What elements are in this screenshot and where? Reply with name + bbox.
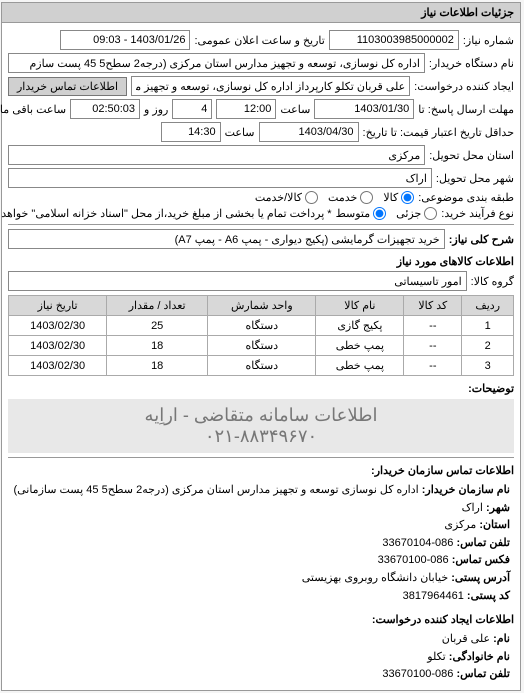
tel2-label: تلفن تماس: — [457, 668, 511, 680]
table-cell: دستگاه — [209, 356, 317, 376]
need-number-label: شماره نیاز: — [464, 34, 515, 47]
radio-partial[interactable] — [425, 207, 438, 220]
table-header: کد کالا — [405, 296, 463, 316]
table-header: ردیف — [463, 296, 515, 316]
province-input[interactable] — [9, 145, 426, 165]
province2-label: شهر: — [487, 502, 511, 514]
city-input[interactable] — [9, 168, 433, 188]
deadline-date-input[interactable] — [315, 99, 415, 119]
table-cell: 1403/02/30 — [10, 356, 108, 376]
group-input[interactable] — [9, 271, 468, 291]
delivery-date-label: حداقل تاریخ اعتبار قیمت: تا تاریخ: — [364, 126, 515, 139]
tel: 086-33670104 — [383, 537, 454, 549]
postal-label: کد پستی: — [468, 590, 511, 602]
panel-header: جزئیات اطلاعات نیاز — [3, 3, 521, 23]
fname: علی قربان — [443, 633, 491, 645]
org-name-label: نام سازمان خریدار: — [423, 484, 511, 496]
table-row: 3--پمپ خطیدستگاه181403/02/30 — [10, 356, 515, 376]
table-cell: 1403/02/30 — [10, 336, 108, 356]
radio-khedmat-label: خدمت — [329, 191, 358, 204]
table-cell: 3 — [463, 356, 515, 376]
remaining-day-input — [173, 99, 213, 119]
table-cell: 25 — [108, 316, 209, 336]
deadline-time-input[interactable] — [217, 99, 277, 119]
table-cell: 2 — [463, 336, 515, 356]
table-cell: پکیج گازی — [317, 316, 405, 336]
buyer-org-input[interactable] — [9, 53, 426, 73]
fax-label: فکس تماس: — [453, 554, 511, 566]
radio-kala-khedmat-label: کالا/خدمت — [256, 191, 303, 204]
watermark: اطلاعات سامانه متقاضی - اراِیه ۰۲۱-۸۸۳۴۹… — [9, 399, 515, 453]
payment-type-label: نوع فرآیند خرید: — [442, 207, 515, 220]
need-desc-label: شرح کلی نیاز: — [450, 233, 515, 246]
delivery-date-input[interactable] — [260, 122, 360, 142]
buyer-org-label: نام دستگاه خریدار: — [430, 57, 515, 70]
remaining-day-label: روز و — [145, 103, 169, 116]
remaining-label: ساعت باقی مانده — [0, 103, 67, 116]
time-label-2: ساعت — [226, 126, 256, 139]
table-cell: -- — [405, 316, 463, 336]
table-cell: پمپ خطی — [317, 356, 405, 376]
table-header: واحد شمارش — [209, 296, 317, 316]
table-header: تعداد / مقدار — [108, 296, 209, 316]
radio-kala[interactable] — [402, 191, 415, 204]
delivery-time-input[interactable] — [162, 122, 222, 142]
city-label: شهر محل تحویل: — [437, 172, 515, 185]
radio-kala-khedmat[interactable] — [306, 191, 319, 204]
org-name: اداره کل نوسازی توسعه و تجهیز مدارس استا… — [14, 484, 419, 496]
desc-label: توضیحات: — [469, 382, 515, 395]
creator-label: ایجاد کننده درخواست: — [415, 80, 515, 93]
lname: تکلو — [428, 651, 446, 663]
table-header: نام کالا — [317, 296, 405, 316]
province2: اراک — [463, 502, 484, 514]
table-cell: دستگاه — [209, 336, 317, 356]
table-header: تاریخ نیاز — [10, 296, 108, 316]
radio-avg[interactable] — [374, 207, 387, 220]
time-label-1: ساعت — [281, 103, 311, 116]
need-desc-input[interactable] — [9, 229, 446, 249]
creator-input[interactable] — [132, 76, 411, 96]
datetime-input[interactable] — [61, 30, 191, 50]
table-cell: 1403/02/30 — [10, 316, 108, 336]
goods-table: ردیفکد کالانام کالاواحد شمارشتعداد / مقد… — [9, 295, 515, 376]
postal: 3817964461 — [404, 590, 465, 602]
table-cell: 18 — [108, 356, 209, 376]
tel2: 086-33670100 — [383, 668, 454, 680]
table-cell: پمپ خطی — [317, 336, 405, 356]
radio-partial-label: جزئی — [397, 207, 422, 220]
radio-avg-label: متوسط — [337, 207, 372, 220]
fax: 086-33670100 — [379, 554, 450, 566]
table-row: 1--پکیج گازیدستگاه251403/02/30 — [10, 316, 515, 336]
table-cell: دستگاه — [209, 316, 317, 336]
payment-note: * پرداخت تمام یا بخشی از مبلغ خرید،از مح… — [0, 207, 333, 220]
deadline-label: مهلت ارسال پاسخ: تا — [419, 103, 515, 116]
state: مرکزی — [445, 519, 477, 531]
radio-kala-label: کالا — [384, 191, 399, 204]
subject-class-label: طبقه بندی موضوعی: — [419, 191, 515, 204]
group-label: گروه کالا: — [472, 275, 515, 288]
table-cell: -- — [405, 336, 463, 356]
datetime-label: تاریخ و ساعت اعلان عمومی: — [195, 34, 325, 47]
table-cell: 1 — [463, 316, 515, 336]
contact-button[interactable]: اطلاعات تماس خریدار — [9, 77, 128, 96]
goods-section-title: اطلاعات کالاهای مورد نیاز — [9, 255, 515, 268]
remaining-time-input — [71, 99, 141, 119]
table-cell: 18 — [108, 336, 209, 356]
need-number-input[interactable] — [330, 30, 460, 50]
radio-khedmat[interactable] — [361, 191, 374, 204]
table-cell: -- — [405, 356, 463, 376]
lname-label: نام خانوادگی: — [450, 651, 511, 663]
table-row: 2--پمپ خطیدستگاه181403/02/30 — [10, 336, 515, 356]
state-label: استان: — [480, 519, 511, 531]
tel-label: تلفن تماس: — [457, 537, 511, 549]
buyer-contact-title: اطلاعات تماس سازمان خریدار: — [9, 464, 515, 477]
addr-label: آدرس پستی: — [452, 572, 511, 584]
name-label: نام: — [494, 633, 511, 645]
province-label: استان محل تحویل: — [430, 149, 515, 162]
addr: خیابان دانشگاه روبروی بهزیستی — [303, 572, 449, 584]
creator-contact-title: اطلاعات ایجاد کننده درخواست: — [9, 613, 515, 626]
